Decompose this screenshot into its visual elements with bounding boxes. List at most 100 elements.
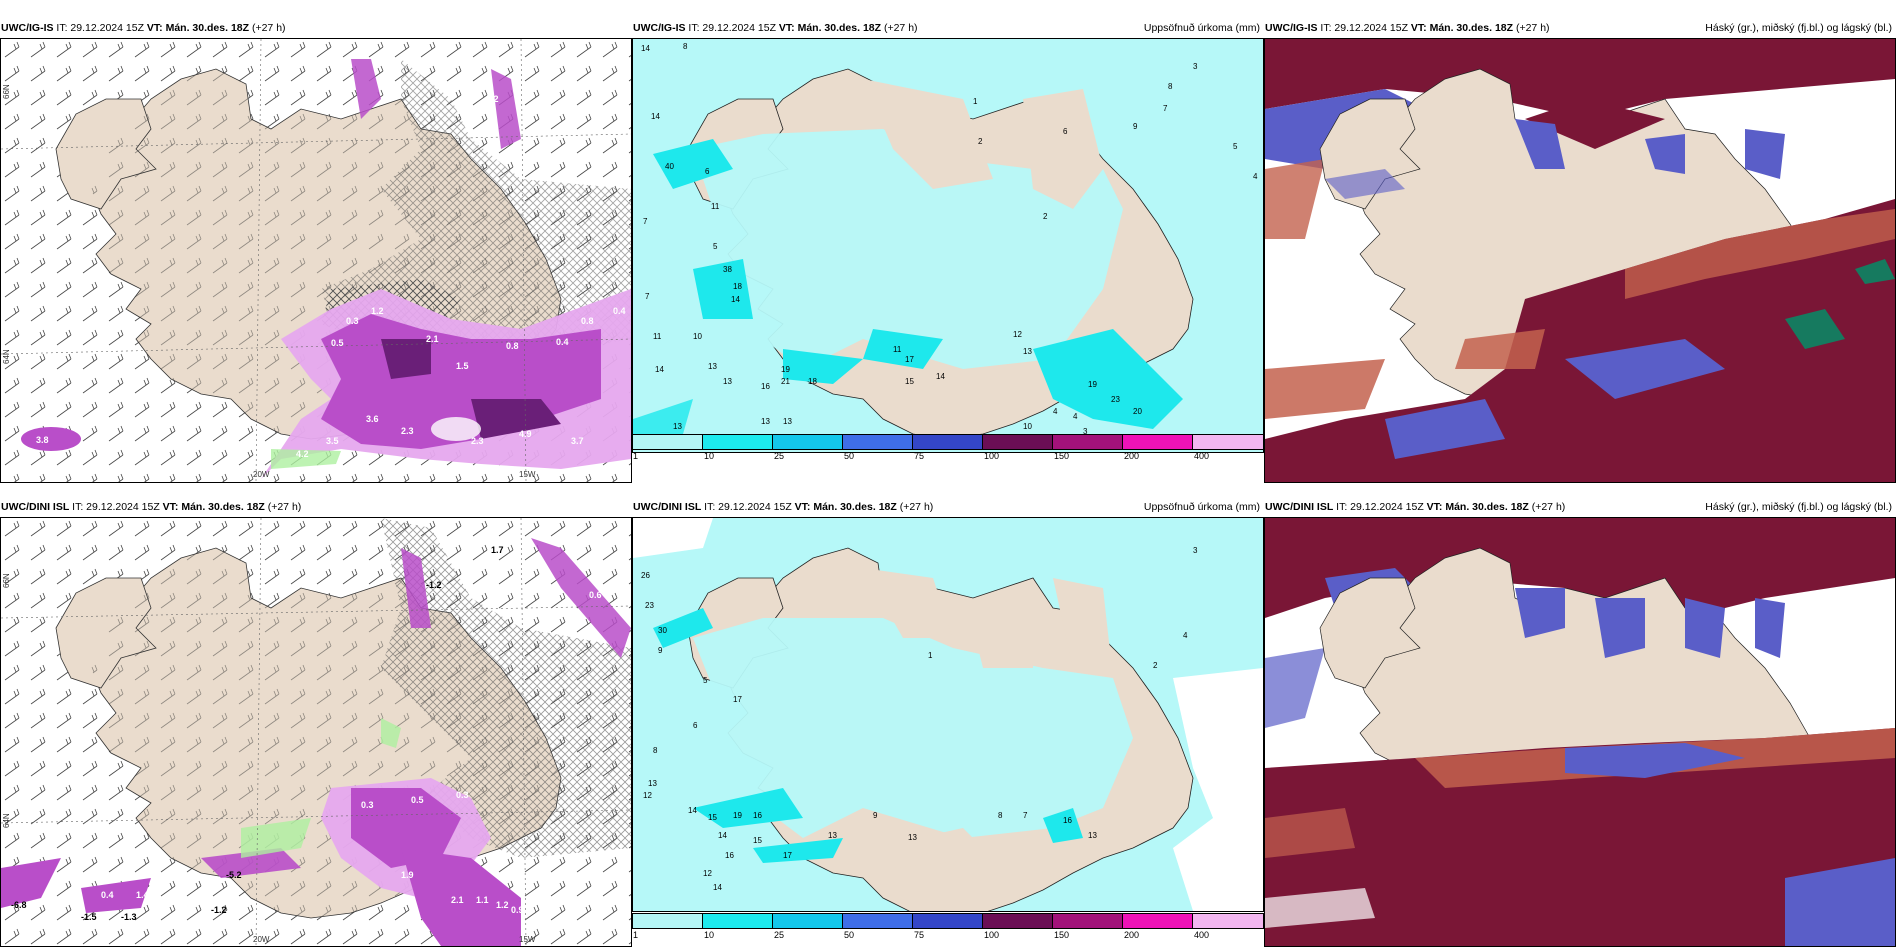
precip-label: 16 — [1063, 816, 1072, 825]
panel-header: UWC/IG-IS IT: 29.12.2024 15Z VT: Mán. 30… — [1264, 18, 1896, 38]
precip-label: 9 — [1133, 122, 1138, 131]
precip-label: 16 — [761, 382, 770, 391]
precip-label: 14 — [713, 883, 722, 892]
precip-label: 8 — [653, 746, 658, 755]
precip-label: 6 — [705, 167, 710, 176]
colorbar-swatch — [1052, 434, 1123, 450]
panel-row1-cloud: UWC/IG-IS IT: 29.12.2024 15Z VT: Mán. 30… — [1264, 18, 1896, 483]
cloud-title: Háský (gr.), miðský (fj.bl.) og lágský (… — [1705, 22, 1892, 34]
precip-title: Uppsöfnuð úrkoma (mm) — [1143, 22, 1260, 34]
lead-time: (+27 h) — [1515, 22, 1550, 34]
panel-row2-cloud: UWC/DINI ISL IT: 29.12.2024 15Z VT: Mán.… — [1264, 497, 1896, 947]
map-wind-precip[interactable]: -6.8 -5.2 -1.2 -1.5 -1.3 1.9 2.1 1.1 1.2… — [0, 517, 632, 947]
colorbar-swatch — [772, 913, 843, 929]
precip-label: 17 — [733, 695, 742, 704]
colorbar-swatch — [632, 434, 703, 450]
map-wind-precip[interactable]: 3.8 4.2 3.5 3.6 2.3 2.3 4.9 3.7 2.1 1.5 … — [0, 38, 632, 483]
precip-label: 16 — [753, 811, 762, 820]
precip-label: 15 — [708, 813, 717, 822]
colorbar-swatch — [1122, 913, 1193, 929]
colorbar-tick: 10 — [704, 451, 715, 461]
colorbar-swatch — [982, 434, 1053, 450]
precip-label: 7 — [1163, 104, 1168, 113]
precip-label: 5 — [703, 676, 708, 685]
precip-label: 3 — [1193, 546, 1198, 555]
wind-label: 0.4 — [556, 337, 569, 347]
precip-label: 14 — [655, 365, 664, 374]
wind-label: 4.9 — [519, 429, 532, 439]
wind-label: 2.1 — [426, 334, 439, 344]
map-cloud-cover[interactable] — [1264, 517, 1896, 947]
precip-label: 17 — [905, 355, 914, 364]
precip-label: 2 — [1043, 212, 1048, 221]
panel-header: UWC/DINI ISL IT: 29.12.2024 15Z VT: Mán.… — [1264, 497, 1896, 517]
precip-label: 21 — [781, 377, 790, 386]
init-time: IT: 29.12.2024 15Z — [1320, 22, 1408, 34]
lon-label: 20W — [253, 470, 270, 479]
panel-row1-wind: UWC/IG-IS IT: 29.12.2024 15Z VT: Mán. 30… — [0, 18, 632, 483]
valid-time: VT: Mán. 30.des. 18Z — [162, 501, 265, 513]
valid-time: VT: Mán. 30.des. 18Z — [778, 22, 882, 34]
colorbar-tick: 50 — [844, 930, 855, 940]
precip-label: 19 — [733, 811, 742, 820]
colorbar-tick: 25 — [774, 930, 785, 940]
precip-label: 14 — [641, 44, 650, 53]
precip-label: 4 — [1053, 407, 1058, 416]
wind-label: 1.2 — [496, 900, 509, 910]
colorbar-tick: 100 — [984, 930, 1000, 940]
precip-label: 19 — [1088, 380, 1097, 389]
precip-label: 6 — [693, 721, 698, 730]
colorbar-swatch — [1192, 434, 1264, 450]
precip-label: 40 — [665, 162, 674, 171]
colorbar-tick: 75 — [914, 930, 925, 940]
precip-label: 13 — [1088, 831, 1097, 840]
precip-label: 13 — [708, 362, 717, 371]
colorbar-tick: 100 — [984, 451, 1000, 461]
precip-label: 11 — [893, 345, 902, 354]
precip-label: 11 — [653, 332, 662, 341]
map-accumulated-precip[interactable]: 14 8 14 40 6 11 7 5 38 18 14 7 11 10 14 … — [632, 38, 1264, 453]
colorbar-swatch — [772, 434, 843, 450]
lead-time: (+27 h) — [899, 501, 934, 513]
wind-label: 3.5 — [326, 436, 339, 446]
precip-label: 4 — [1253, 172, 1258, 181]
wind-label: 0.3 — [456, 790, 469, 800]
wind-label: 1.1 — [476, 895, 489, 905]
colorbar-swatch — [842, 434, 913, 450]
wind-label: 4.2 — [296, 449, 309, 459]
precip-label: 23 — [645, 601, 654, 610]
precip-label: 16 — [725, 851, 734, 860]
colorbar-tick: 150 — [1054, 451, 1070, 461]
wind-label: 2.3 — [401, 426, 414, 436]
colorbar-swatch — [982, 913, 1053, 929]
wind-label: -1.2 — [426, 580, 442, 590]
precip-colorbar: 1 10 25 50 75 100 150 200 400 — [632, 913, 1264, 943]
colorbar-swatch — [912, 434, 983, 450]
precip-label: 20 — [1133, 407, 1142, 416]
colorbar-swatch — [632, 913, 703, 929]
precip-label: 30 — [658, 626, 667, 635]
lon-label: 15W — [519, 470, 536, 479]
model-name: UWC/IG-IS — [1265, 22, 1318, 34]
precip-label: 5 — [713, 242, 718, 251]
wind-label: -5.2 — [226, 870, 242, 880]
precip-label: 10 — [693, 332, 702, 341]
lat-label: 64N — [2, 349, 11, 364]
panel-row1-precip: UWC/IG-IS IT: 29.12.2024 15Z VT: Mán. 30… — [632, 18, 1264, 463]
lon-label: 20W — [253, 935, 270, 944]
init-time: IT: 29.12.2024 15Z — [1336, 501, 1424, 513]
panel-header: UWC/DINI ISL IT: 29.12.2024 15Z VT: Mán.… — [632, 497, 1264, 517]
init-time: IT: 29.12.2024 15Z — [704, 501, 792, 513]
map-cloud-cover[interactable] — [1264, 38, 1896, 483]
colorbar-swatch — [702, 913, 773, 929]
precip-label: 12 — [643, 791, 652, 800]
map-accumulated-precip[interactable]: 26 23 30 9 8 13 12 14 15 19 16 14 15 13 … — [632, 517, 1264, 912]
wind-label: 1.4 — [136, 890, 149, 900]
lead-time: (+27 h) — [251, 22, 286, 34]
precip-label: 18 — [733, 282, 742, 291]
panel-header: UWC/IG-IS IT: 29.12.2024 15Z VT: Mán. 30… — [0, 18, 632, 38]
lat-label: 64N — [2, 813, 11, 828]
precip-label: 8 — [998, 811, 1003, 820]
lon-label: 15W — [519, 935, 536, 944]
panel-row2-wind: UWC/DINI ISL IT: 29.12.2024 15Z VT: Mán.… — [0, 497, 632, 947]
